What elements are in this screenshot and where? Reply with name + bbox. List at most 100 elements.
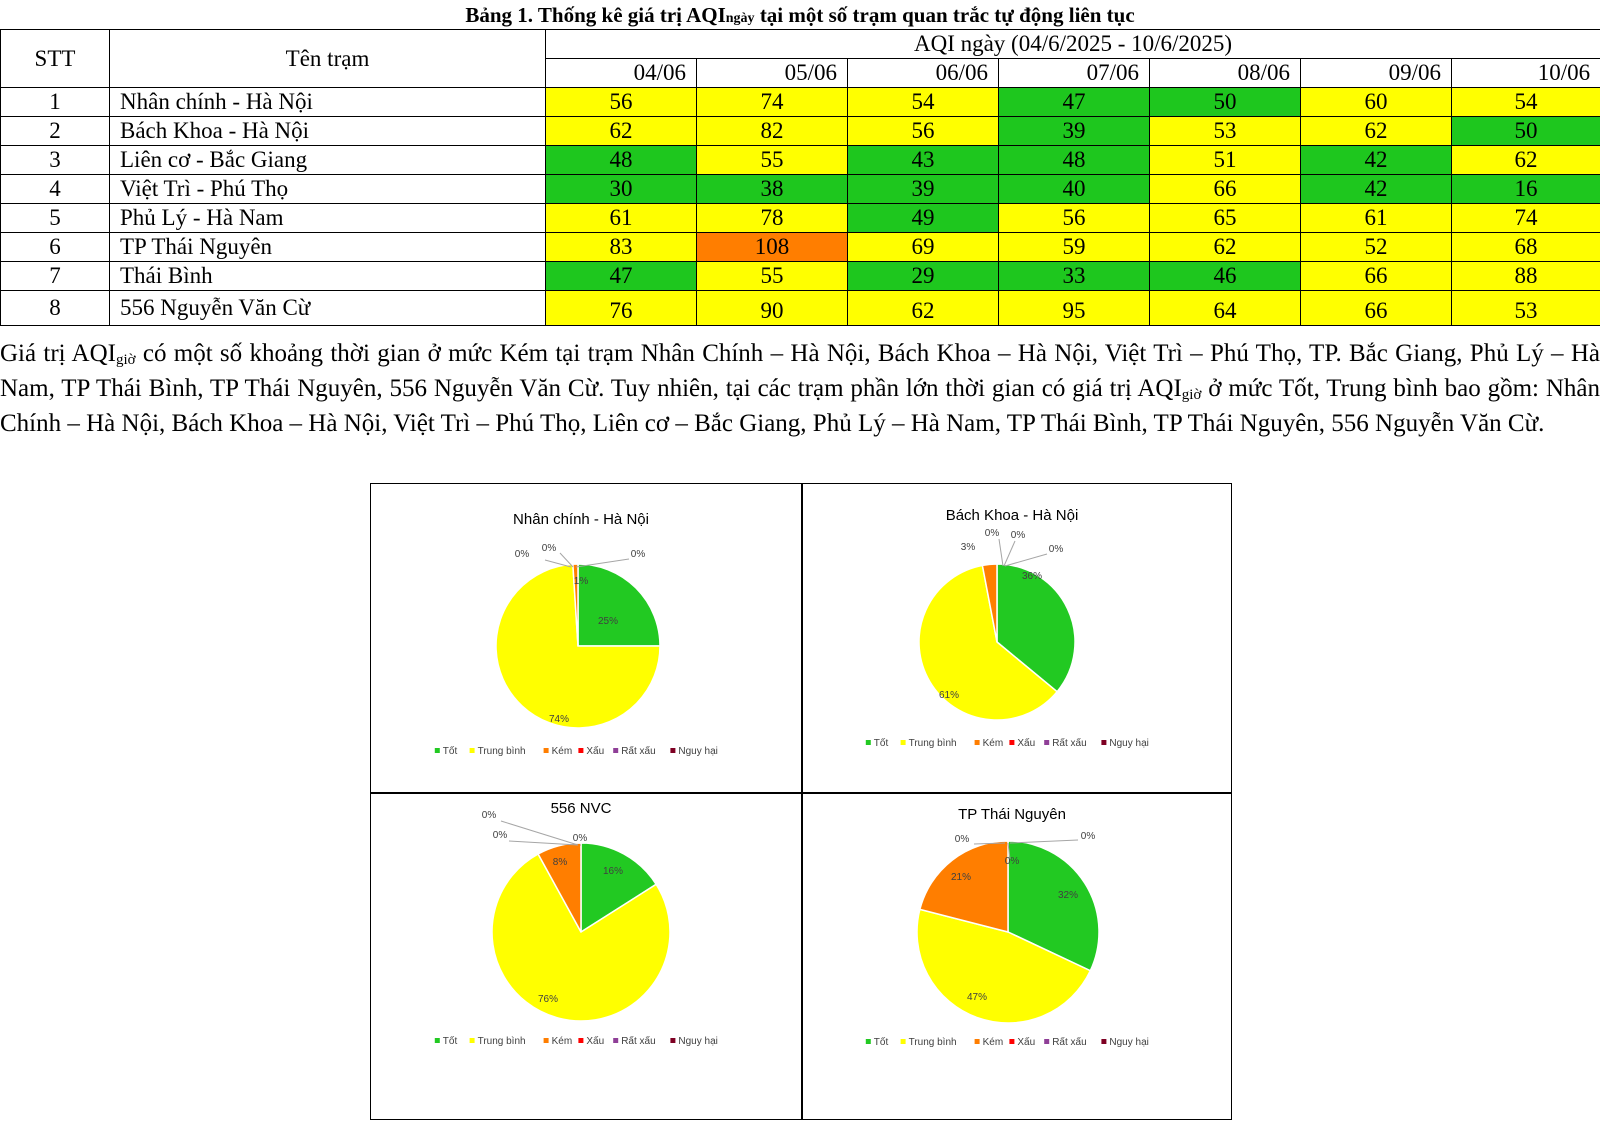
aqi-value-cell: 83	[545, 232, 697, 262]
table-row: 4 Việt Trì - Phú Thọ 30 38 39 40 66 42 16	[0, 174, 1600, 204]
pie-chart-svg: Bách Khoa - Hà Nội 36% 61% 3% 0% 0% 0% Tốt Trung…	[865, 507, 1149, 749]
aqi-value-cell: 56	[545, 87, 697, 117]
pie-leader-line	[1009, 839, 1079, 844]
aqi-value-cell: 62	[847, 290, 999, 326]
legend-label: Rất xấu	[621, 745, 655, 757]
aqi-value-cell: 39	[998, 116, 1150, 146]
pie-slice	[916, 908, 1092, 1024]
pie-panel-nhan-chinh: Nhân chính - Hà Nội 25% 74% 1% 0% 0% 0% Tốt Trun…	[371, 484, 801, 792]
aqi-value-cell: 62	[545, 116, 697, 146]
legend-swatch	[613, 748, 619, 753]
pie-data-label: 0%	[631, 549, 646, 560]
pie-leader-line	[1004, 553, 1048, 567]
pie-data-label: 0%	[515, 549, 530, 560]
aqi-value-cell: 53	[1450, 290, 1600, 326]
row-stt: 5	[0, 203, 110, 233]
pie-chart-svg: Nhân chính - Hà Nội 25% 74% 1% 0% 0% 0% Tốt Trun…	[434, 511, 718, 757]
legend-swatch	[578, 748, 584, 753]
aqi-value-cell: 66	[1300, 290, 1452, 326]
legend-label: Xấu	[586, 745, 604, 757]
aqi-value-cell: 55	[696, 261, 848, 291]
legend-swatch	[865, 740, 871, 745]
pie-leader-line	[998, 538, 1004, 567]
pie-slice	[996, 563, 1076, 693]
legend-label: Rất xấu	[1052, 1036, 1086, 1048]
pie-chart-svg: 556 NVC 16% 76% 8% 0% 0% 0% Tốt Trung bình Kém Xấu…	[434, 800, 718, 1047]
header-date-range: AQI ngày (04/6/2025 - 10/6/2025)	[544, 29, 1600, 59]
header-date: 04/06	[545, 58, 697, 88]
legend-swatch	[1044, 1039, 1050, 1044]
row-stt: 6	[0, 232, 110, 262]
body-paragraph: Giá trị AQIgiờ có một số khoảng thời gia…	[0, 340, 1600, 437]
row-station-name: TP Thái Nguyên	[109, 232, 546, 262]
aqi-value-cell: 65	[1149, 203, 1301, 233]
aqi-value-cell: 64	[1149, 290, 1301, 326]
aqi-value-cell: 39	[847, 174, 999, 204]
header-date: 07/06	[998, 58, 1150, 88]
aqi-value-cell: 78	[696, 203, 848, 233]
aqi-value-cell: 69	[847, 232, 999, 262]
legend-swatch	[1009, 740, 1015, 745]
aqi-value-cell: 62	[1149, 232, 1301, 262]
legend-label: Nguy hại	[1109, 1037, 1148, 1048]
row-stt: 4	[0, 174, 110, 204]
header-station-name: Tên trạm	[109, 29, 546, 88]
aqi-value-cell: 74	[1450, 203, 1600, 233]
legend-label: Tốt	[874, 1036, 889, 1048]
aqi-value-cell: 68	[1450, 232, 1600, 262]
aqi-value-cell: 46	[1149, 261, 1301, 291]
aqi-value-cell: 95	[998, 290, 1150, 326]
aqi-value-cell: 54	[1450, 87, 1600, 117]
vertical-divider	[801, 484, 803, 1119]
aqi-value-cell: 108	[696, 232, 848, 262]
row-station-name: Nhân chính - Hà Nội	[109, 87, 546, 117]
legend-label: Kém	[552, 1036, 573, 1047]
pie-data-label: 74%	[549, 714, 569, 725]
table-caption: Bảng 1. Thống kê giá trị AQIngày tại một…	[465, 3, 1135, 27]
aqi-value-cell: 82	[696, 116, 848, 146]
pie-data-label: 0%	[1081, 831, 1096, 842]
horizontal-divider	[371, 792, 1231, 794]
legend-swatch	[613, 1038, 619, 1043]
legend-swatch	[865, 1039, 871, 1044]
aqi-value-cell: 50	[1149, 87, 1301, 117]
aqi-value-cell: 56	[847, 116, 999, 146]
pie-data-label: 0%	[985, 528, 1000, 539]
aqi-value-cell: 59	[998, 232, 1150, 262]
row-stt: 3	[0, 145, 110, 175]
legend-swatch	[434, 1038, 440, 1043]
legend-label: Tốt	[443, 1035, 458, 1047]
pie-slice	[537, 842, 582, 933]
aqi-value-cell: 88	[1450, 261, 1600, 291]
legend-label: Trung bình	[909, 738, 957, 749]
pie-chart-title: 556 NVC	[551, 800, 612, 817]
pie-data-label: 61%	[939, 690, 959, 701]
header-date: 08/06	[1149, 58, 1301, 88]
legend-label: Kém	[983, 738, 1004, 749]
pie-data-label: 0%	[1011, 530, 1026, 541]
pie-slice	[572, 563, 579, 647]
legend-swatch	[1044, 740, 1050, 745]
row-station-name: Liên cơ - Bắc Giang	[109, 145, 546, 175]
aqi-value-cell: 38	[696, 174, 848, 204]
aqi-value-cell: 62	[1450, 145, 1600, 175]
aqi-value-cell: 16	[1450, 174, 1600, 204]
legend-label: Rất xấu	[1052, 737, 1086, 749]
table-row: 1 Nhân chính - Hà Nội 56 74 54 47 50 60 54	[0, 87, 1600, 117]
pie-leader-line	[500, 820, 579, 846]
legend-label: Xấu	[1017, 737, 1035, 749]
pie-data-label: 21%	[951, 872, 971, 883]
aqi-value-cell: 61	[1300, 203, 1452, 233]
pie-slice	[918, 840, 1009, 933]
aqi-value-cell: 56	[998, 203, 1150, 233]
legend-swatch	[469, 1038, 475, 1043]
pie-slice	[918, 564, 1059, 721]
aqi-value-cell: 42	[1300, 174, 1452, 204]
legend-label: Tốt	[874, 737, 889, 749]
pie-data-label: 0%	[573, 833, 588, 844]
aqi-value-cell: 53	[1149, 116, 1301, 146]
pie-data-label: 32%	[1058, 890, 1078, 901]
aqi-value-cell: 29	[847, 261, 999, 291]
table-row: 3 Liên cơ - Bắc Giang 48 55 43 48 51 42 62	[0, 145, 1600, 175]
pie-leader-line	[575, 558, 630, 568]
